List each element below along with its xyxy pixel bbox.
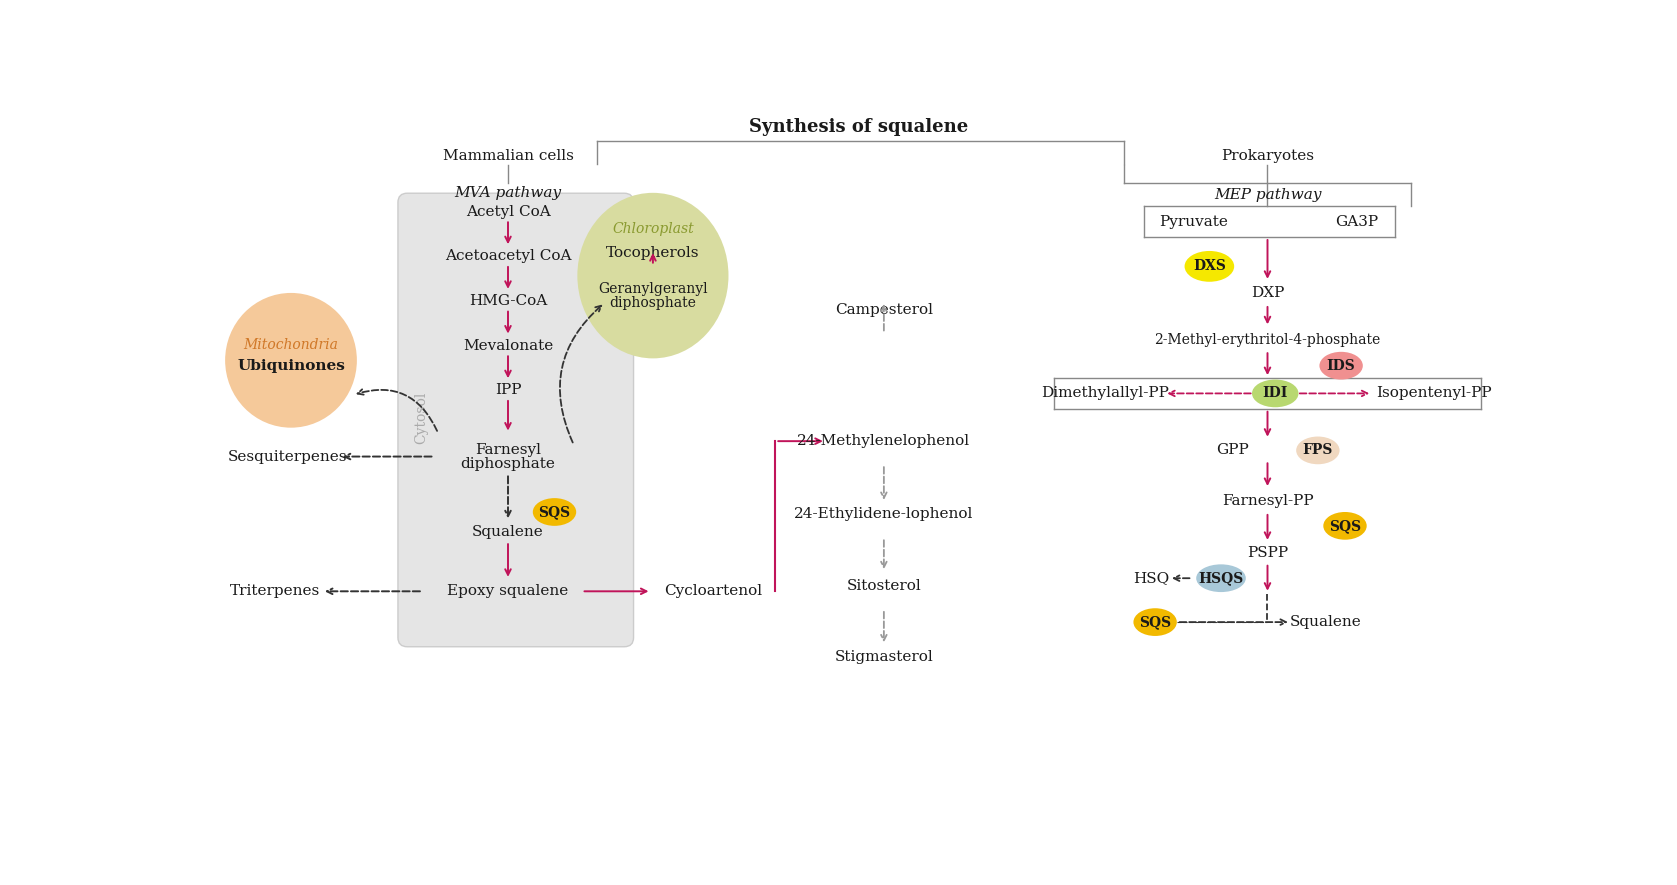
Text: SQS: SQS (1139, 615, 1171, 629)
Text: Squalene: Squalene (1290, 615, 1362, 629)
Text: Dimethylallyl-PP: Dimethylallyl-PP (1041, 387, 1169, 400)
Text: Ubiquinones: Ubiquinones (236, 358, 345, 373)
Text: FPS: FPS (1303, 443, 1333, 458)
Text: Triterpenes: Triterpenes (230, 584, 320, 598)
Text: DXS: DXS (1192, 259, 1226, 273)
Text: Mammalian cells: Mammalian cells (443, 150, 574, 163)
Text: HMG-CoA: HMG-CoA (470, 294, 547, 308)
Text: Farnesyl-PP: Farnesyl-PP (1221, 494, 1313, 508)
Ellipse shape (1253, 380, 1298, 407)
Text: IDS: IDS (1327, 358, 1355, 373)
Text: Mitochondria: Mitochondria (243, 338, 339, 352)
Text: diphosphate: diphosphate (609, 296, 696, 310)
Text: Epoxy squalene: Epoxy squalene (448, 584, 569, 598)
Text: Stigmasterol: Stigmasterol (835, 650, 932, 664)
Text: Campesterol: Campesterol (835, 304, 932, 317)
Text: Acetyl CoA: Acetyl CoA (466, 204, 550, 219)
Text: Pyruvate: Pyruvate (1159, 215, 1228, 228)
Ellipse shape (1196, 565, 1246, 592)
Ellipse shape (1323, 512, 1367, 540)
Text: GPP: GPP (1216, 443, 1249, 458)
Text: Sesquiterpenes: Sesquiterpenes (228, 450, 347, 464)
Text: Cycloartenol: Cycloartenol (664, 584, 763, 598)
Text: IDI: IDI (1263, 387, 1288, 400)
Text: Squalene: Squalene (473, 525, 543, 539)
Text: diphosphate: diphosphate (461, 458, 555, 471)
Text: Prokaryotes: Prokaryotes (1221, 150, 1315, 163)
Text: Sitosterol: Sitosterol (847, 579, 921, 593)
Text: MEP pathway: MEP pathway (1214, 188, 1321, 202)
FancyBboxPatch shape (397, 193, 634, 647)
Ellipse shape (577, 193, 728, 358)
Text: PSPP: PSPP (1248, 546, 1288, 560)
Ellipse shape (1296, 436, 1340, 465)
Text: GA3P: GA3P (1335, 215, 1378, 228)
Text: Mevalonate: Mevalonate (463, 339, 553, 352)
Text: IPP: IPP (495, 383, 522, 397)
Ellipse shape (1320, 352, 1363, 380)
Ellipse shape (533, 498, 577, 526)
Ellipse shape (225, 293, 357, 427)
Text: 2-Methyl-erythritol-4-phosphate: 2-Methyl-erythritol-4-phosphate (1154, 333, 1380, 347)
Text: Farnesyl: Farnesyl (475, 443, 542, 458)
Text: Geranylgeranyl: Geranylgeranyl (599, 281, 708, 296)
Text: Acetoacetyl CoA: Acetoacetyl CoA (444, 250, 572, 264)
Text: HSQS: HSQS (1199, 571, 1244, 585)
Ellipse shape (1134, 608, 1177, 636)
Ellipse shape (1184, 251, 1234, 281)
Text: Isopentenyl-PP: Isopentenyl-PP (1377, 387, 1493, 400)
Text: Cytosol: Cytosol (414, 392, 428, 444)
Text: MVA pathway: MVA pathway (454, 186, 562, 200)
Text: SQS: SQS (538, 505, 570, 519)
Text: Chloroplast: Chloroplast (612, 222, 694, 236)
Text: Synthesis of squalene: Synthesis of squalene (750, 118, 969, 136)
Text: HSQ: HSQ (1134, 571, 1169, 585)
Text: SQS: SQS (1328, 519, 1362, 533)
Text: Tocopherols: Tocopherols (605, 245, 699, 259)
Text: 24-Ethylidene-lophenol: 24-Ethylidene-lophenol (795, 507, 974, 521)
Text: DXP: DXP (1251, 287, 1285, 300)
Text: 24-Methylenelophenol: 24-Methylenelophenol (797, 435, 971, 448)
